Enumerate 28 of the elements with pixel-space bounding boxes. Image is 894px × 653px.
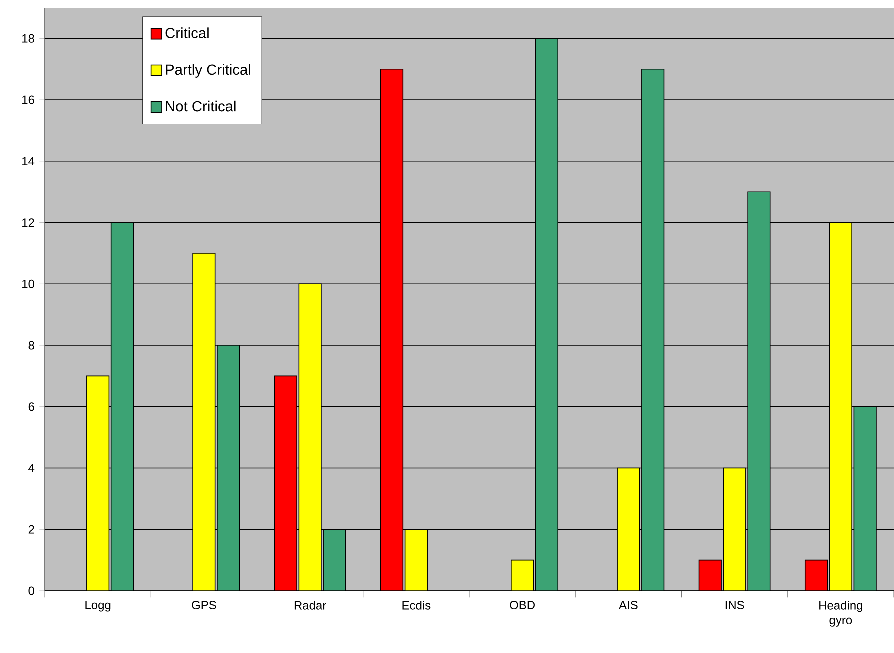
y-tick-label: 14 [22,157,35,166]
legend-label: Critical [166,28,209,38]
y-tick-label: 10 [22,280,34,288]
x-tick-label: Ecdis [402,601,431,610]
y-tick-label: 16 [22,96,34,104]
legend-label: Not Critical [166,100,236,112]
bar [642,68,665,591]
bar [854,406,877,591]
bar [110,222,134,591]
x-tick-label: OBD [510,601,535,610]
x-tick-label: INS [726,601,744,610]
y-tick-label: 18 [22,34,34,43]
y-tick-label: 0 [28,586,34,596]
x-tick-label: GPS [192,601,216,610]
x-tick-label: Heading gyro [820,601,862,627]
y-tick-label: 8 [28,341,34,350]
x-tick-label: Radar [294,601,326,610]
legend-label: Partly Critical [166,64,250,78]
bar [217,345,240,591]
bar [323,529,346,591]
y-tick-label: 6 [28,402,34,412]
x-tick-label: AIS [619,601,638,610]
x-tick-label: Logg [86,601,111,612]
bar [535,38,559,591]
y-tick-label: 4 [28,464,35,472]
y-tick-label: 2 [28,525,34,534]
bar [748,192,771,591]
y-tick-label: 12 [22,218,34,227]
